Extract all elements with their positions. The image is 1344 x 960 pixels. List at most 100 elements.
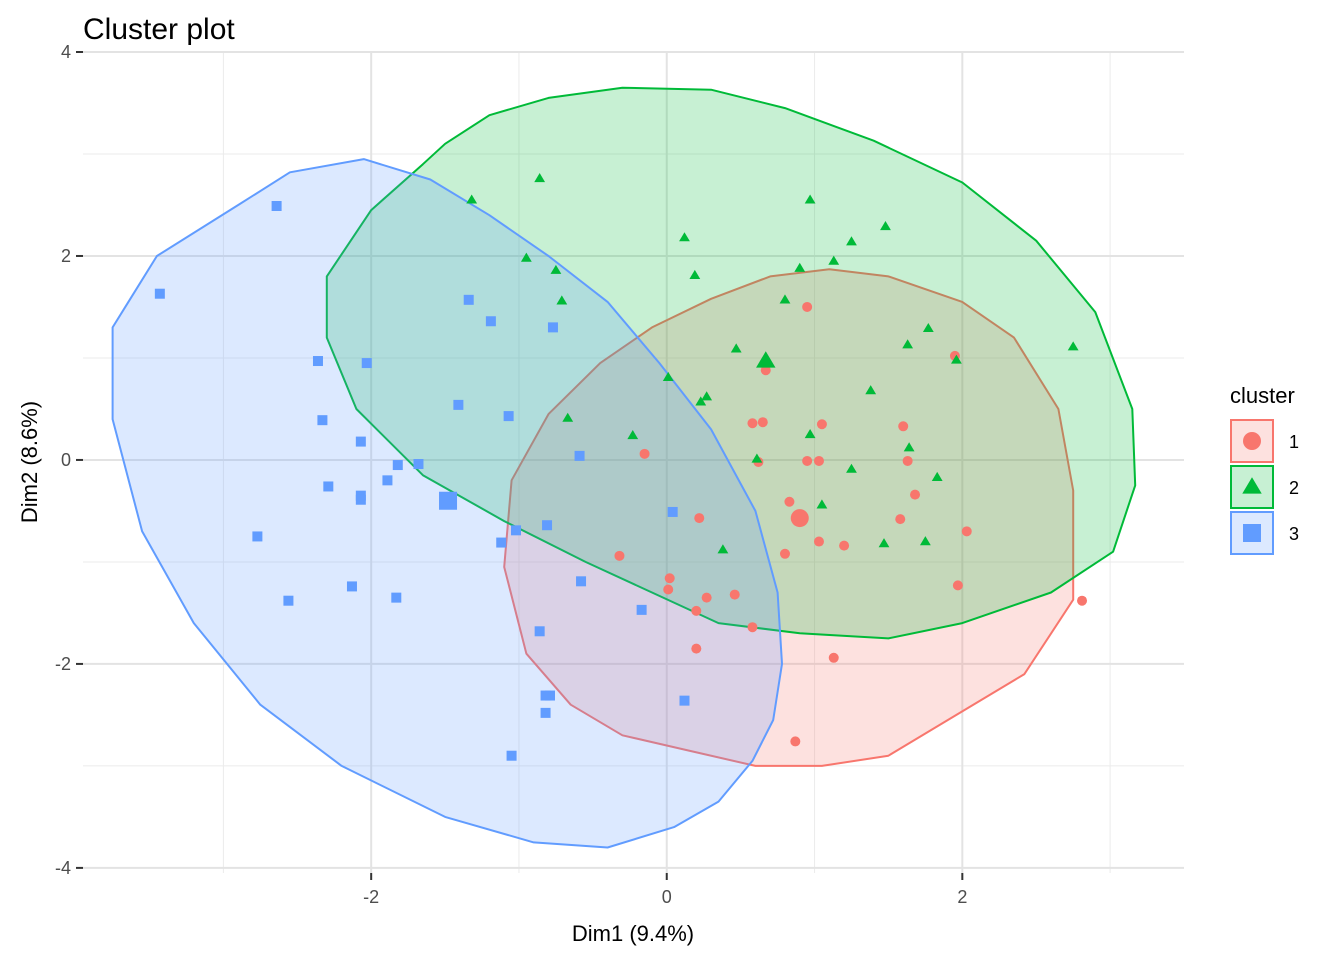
cluster-1-point xyxy=(701,592,712,603)
cluster-1-point xyxy=(691,605,702,616)
cluster-2-point xyxy=(689,269,701,280)
cluster-3-point xyxy=(252,531,263,542)
y-tick-label: -2 xyxy=(55,654,71,674)
cluster-1-point xyxy=(790,736,801,747)
cluster-centroids xyxy=(439,351,809,528)
y-tick-label: 2 xyxy=(61,246,71,266)
cluster-3-point xyxy=(271,201,282,212)
legend-label-3: 3 xyxy=(1289,524,1299,544)
cluster-3-point xyxy=(503,411,514,422)
cluster-1-centroid xyxy=(790,509,809,528)
cluster-2-point xyxy=(717,544,729,554)
cluster-3-point xyxy=(154,288,165,299)
cluster-2-point xyxy=(520,252,532,262)
grid-major xyxy=(83,51,1184,873)
cluster-3-point xyxy=(392,460,403,471)
cluster-2-point xyxy=(695,396,707,406)
cluster-3-point xyxy=(636,604,647,615)
cluster-1-point xyxy=(747,622,758,633)
y-tick-label: 0 xyxy=(61,450,71,470)
cluster-2-centroid xyxy=(756,351,776,368)
cluster-2-point xyxy=(534,173,546,183)
cluster-3-point xyxy=(283,595,294,606)
cluster-1-point xyxy=(639,448,650,459)
cluster-1-point xyxy=(694,513,705,524)
cluster-2-point xyxy=(794,262,806,272)
x-axis-ticks: -2 0 2 xyxy=(363,873,967,907)
cluster-2-point xyxy=(846,463,857,473)
cluster-1-point xyxy=(898,421,909,432)
cluster-2-point xyxy=(922,322,934,333)
cluster-3-point xyxy=(355,436,366,447)
cluster-2-point xyxy=(627,430,639,440)
cluster-2-point xyxy=(828,255,840,265)
cluster-2-point xyxy=(701,391,713,401)
cluster-3-point xyxy=(534,626,545,637)
cluster-1-point xyxy=(802,455,813,466)
cluster-2-point xyxy=(878,538,890,548)
cluster-1-point xyxy=(895,514,906,525)
cluster-3-point xyxy=(463,294,474,305)
cluster-1-point xyxy=(1077,595,1088,606)
cluster-3-point xyxy=(382,475,393,486)
cluster-2-point xyxy=(846,236,857,246)
cluster-1-point xyxy=(802,301,813,312)
legend-marker-3 xyxy=(1243,524,1261,542)
cluster-2-point xyxy=(951,354,962,364)
cluster-1-point xyxy=(816,419,827,430)
legend-key-1 xyxy=(1230,419,1274,463)
cluster-3-point xyxy=(540,707,551,718)
cluster-1-point xyxy=(779,548,790,559)
cluster-1-point xyxy=(729,589,740,600)
cluster-2-point xyxy=(902,339,914,349)
cluster-2-point xyxy=(466,194,478,204)
cluster-1-point xyxy=(614,550,625,561)
cluster-1-ellipse xyxy=(503,268,1075,767)
cluster-3-point xyxy=(496,537,507,548)
cluster-2-point xyxy=(779,294,791,304)
cluster-1-point xyxy=(663,584,674,595)
x-axis-title: Dim1 (9.4%) xyxy=(572,921,694,946)
y-tick-label: 4 xyxy=(61,42,71,62)
cluster-ellipses xyxy=(111,86,1137,849)
y-axis-ticks: -4 -2 0 2 4 xyxy=(55,42,83,878)
cluster-1-point xyxy=(757,417,768,428)
cluster-3-point xyxy=(453,399,464,410)
cluster-1-point xyxy=(910,489,921,500)
x-tick-label: 2 xyxy=(957,887,967,907)
cluster-3-point xyxy=(547,322,558,333)
data-points xyxy=(154,173,1088,761)
cluster-3-point xyxy=(511,525,522,536)
cluster-1-point xyxy=(813,455,824,466)
x-tick-label: -2 xyxy=(363,887,379,907)
cluster-2-ellipse xyxy=(325,86,1137,640)
cluster-1-point xyxy=(828,652,839,663)
cluster-3-point xyxy=(391,592,402,603)
cluster-1-point xyxy=(784,496,795,507)
cluster-2-point xyxy=(730,343,742,353)
cluster-1-point xyxy=(813,536,824,547)
cluster-3-point xyxy=(540,690,551,701)
cluster-3-point xyxy=(506,750,517,761)
cluster-2-point xyxy=(816,499,828,509)
y-tick-label: -4 xyxy=(55,858,71,878)
cluster-3-point xyxy=(355,494,366,505)
legend-marker-2 xyxy=(1242,477,1262,494)
cluster-3-point xyxy=(346,581,357,592)
cluster-3-point xyxy=(542,520,553,531)
cluster-2-point xyxy=(662,371,674,382)
cluster-2-point xyxy=(903,442,915,452)
cluster-2-point xyxy=(865,385,877,395)
legend-label-2: 2 xyxy=(1289,478,1299,498)
cluster-2-point xyxy=(931,471,943,481)
x-tick-label: 0 xyxy=(662,887,672,907)
cluster-2-point xyxy=(880,220,891,231)
cluster-2-point xyxy=(919,536,931,546)
cluster-3-point xyxy=(667,506,678,517)
grid-minor xyxy=(83,52,1184,873)
chart-title: Cluster plot xyxy=(83,13,235,46)
cluster-3-point xyxy=(317,415,328,426)
cluster-2-point xyxy=(1067,341,1079,351)
legend: cluster 1 2 3 xyxy=(1230,383,1299,555)
